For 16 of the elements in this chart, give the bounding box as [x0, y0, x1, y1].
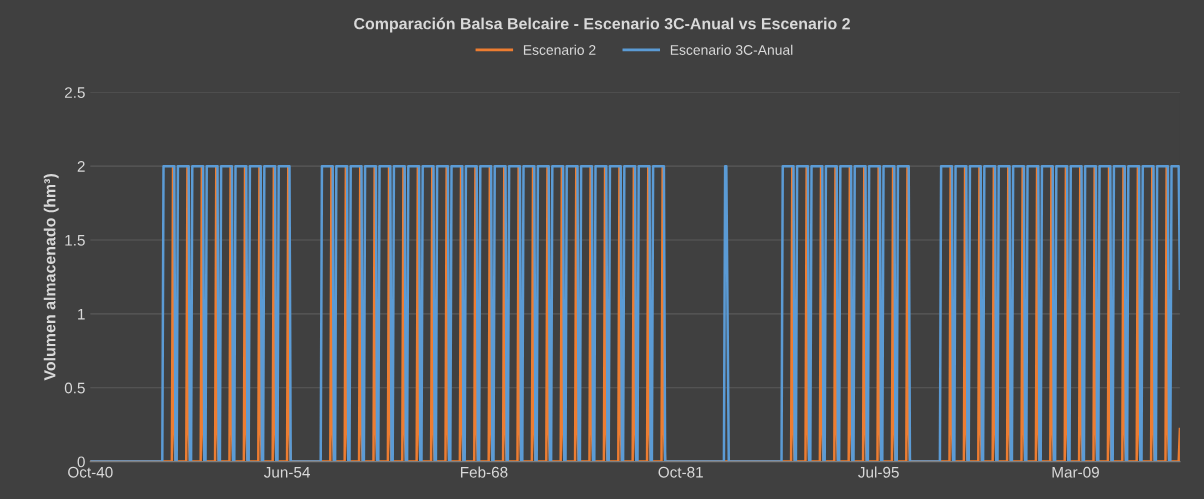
x-tick-label: Oct-81 [658, 466, 703, 478]
legend-label: Escenario 3C-Anual [670, 44, 793, 55]
legend-label: Escenario 2 [523, 44, 596, 55]
y-tick-label: 0 [77, 456, 85, 468]
y-tick-label: 2.5 [64, 87, 85, 98]
x-tick-label: Jun-54 [263, 467, 310, 478]
x-tick-label: Jul-95 [858, 466, 899, 478]
y-tick-label: 2 [77, 161, 85, 172]
y-tick-label: 0.5 [64, 382, 85, 394]
y-tick-label: 1.5 [65, 235, 85, 246]
x-tick-label: Mar-09 [1052, 466, 1099, 478]
y-tick-label: 1 [78, 308, 85, 320]
y-axis-title: Volumen almacenado (hm³) [43, 174, 59, 381]
x-tick-label: Feb-68 [460, 466, 508, 478]
x-tick-label: Oct-40 [68, 466, 113, 478]
chart-title: Comparación Balsa Belcaire - Escenario 3C-Anual vs Escenario 2 [354, 17, 850, 33]
